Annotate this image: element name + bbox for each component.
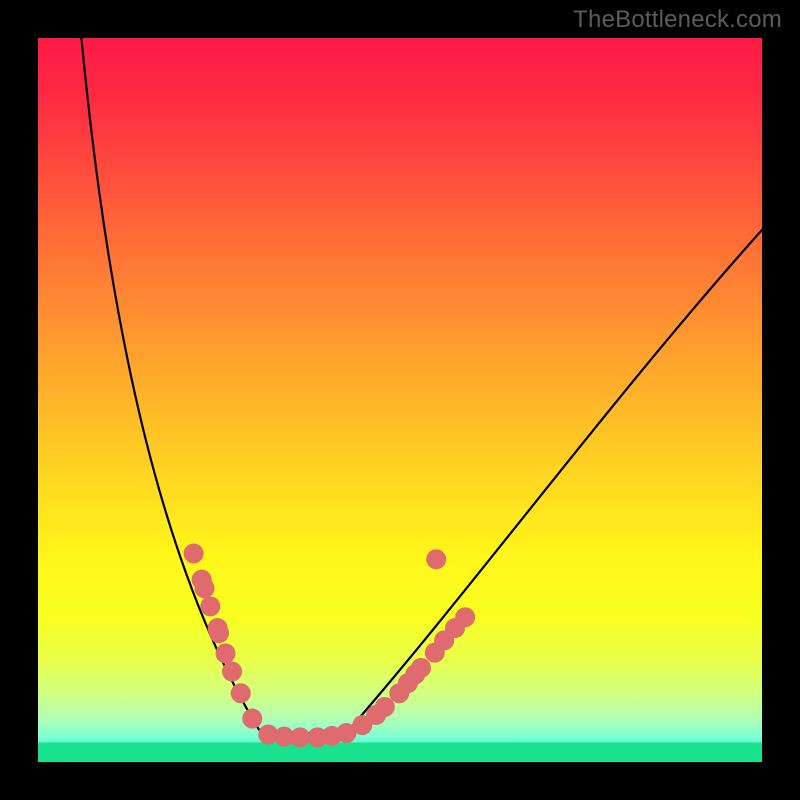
data-marker xyxy=(222,662,242,682)
data-marker xyxy=(455,607,475,627)
data-marker xyxy=(426,549,446,569)
bottom-green-band xyxy=(38,742,762,762)
data-marker xyxy=(216,643,236,663)
data-marker xyxy=(290,727,310,747)
data-marker xyxy=(242,709,262,729)
chart-container: TheBottleneck.com xyxy=(0,0,800,800)
data-marker xyxy=(184,543,204,563)
data-marker xyxy=(231,683,251,703)
data-marker xyxy=(411,658,431,678)
watermark-label: TheBottleneck.com xyxy=(573,6,782,34)
data-marker xyxy=(200,596,220,616)
data-marker xyxy=(375,697,395,717)
gradient-background xyxy=(38,38,762,762)
data-marker xyxy=(195,578,215,598)
bottleneck-chart xyxy=(0,0,800,800)
data-marker xyxy=(209,623,229,643)
